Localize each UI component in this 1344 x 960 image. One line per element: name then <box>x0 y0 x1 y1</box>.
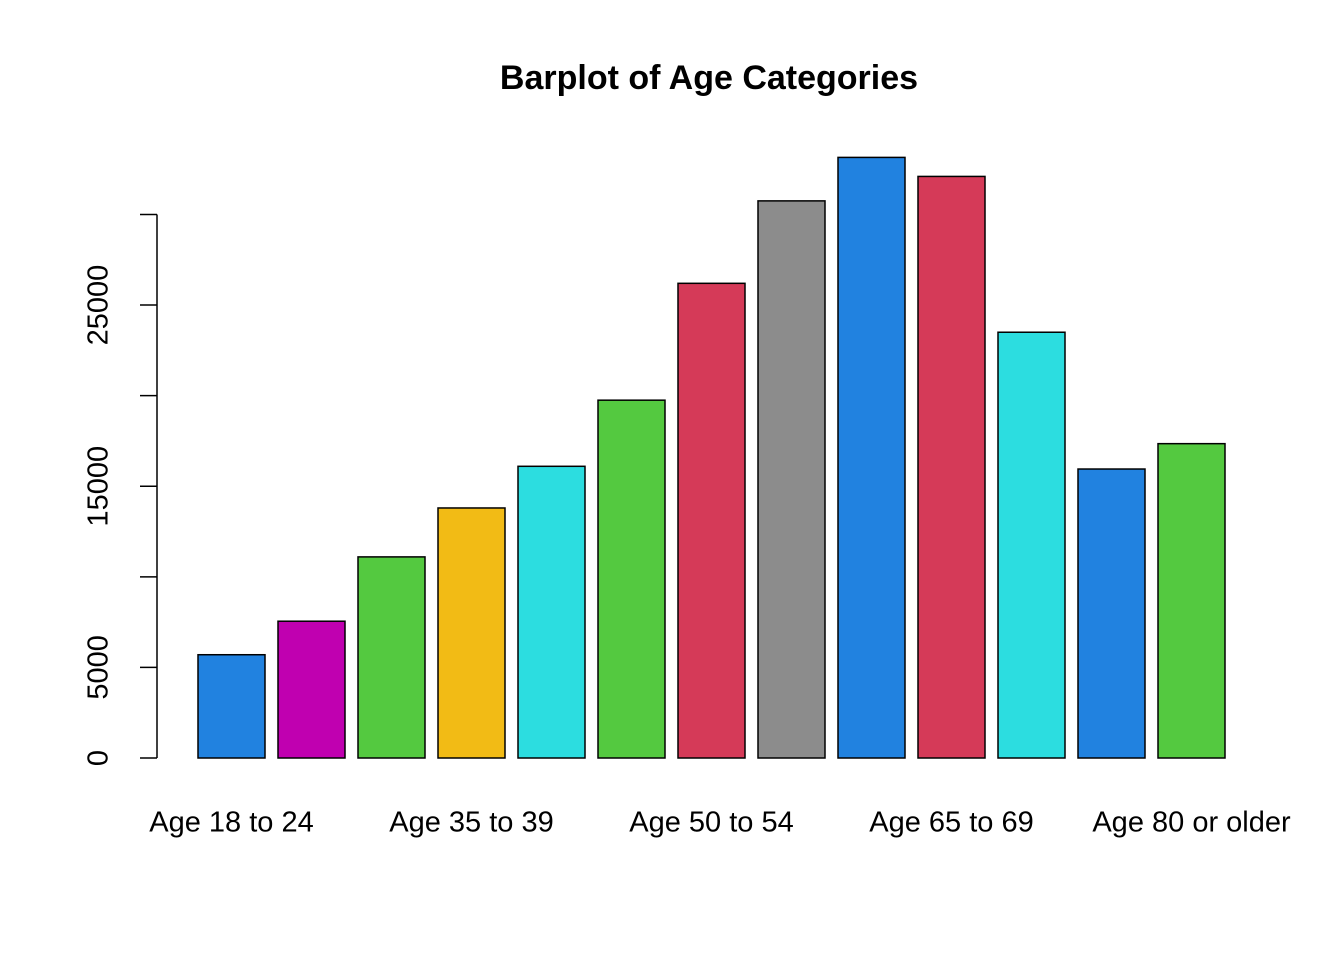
x-tick-label: Age 65 to 69 <box>869 807 1033 839</box>
bar <box>597 399 666 759</box>
bar <box>357 556 426 759</box>
x-tick-label: Age 35 to 39 <box>389 807 553 839</box>
bar <box>437 507 506 759</box>
bar <box>677 282 746 759</box>
y-tick-label: 15000 <box>83 446 115 527</box>
bar <box>1077 468 1146 759</box>
x-tick-label: Age 80 or older <box>1092 807 1291 839</box>
y-tick-label: 25000 <box>83 265 115 346</box>
x-tick-label: Age 18 to 24 <box>149 807 313 839</box>
bar <box>517 465 586 759</box>
y-tick-label: 0 <box>83 750 115 766</box>
bar <box>997 331 1066 759</box>
bar <box>837 156 906 759</box>
x-tick-label: Age 50 to 54 <box>629 807 793 839</box>
bar <box>917 175 986 759</box>
bar <box>277 620 346 759</box>
bar <box>1157 442 1226 759</box>
bar <box>757 200 826 759</box>
chart-title: Barplot of Age Categories <box>500 59 918 97</box>
y-tick-label: 5000 <box>83 635 115 700</box>
bar <box>197 653 266 759</box>
